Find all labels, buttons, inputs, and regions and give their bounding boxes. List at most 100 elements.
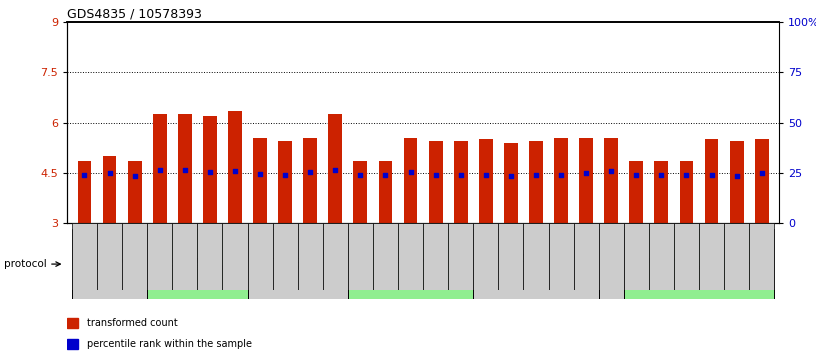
Bar bbox=[473, 223, 499, 290]
Point bbox=[228, 168, 242, 174]
Bar bbox=[278, 141, 292, 223]
Point bbox=[203, 169, 216, 175]
Bar bbox=[97, 223, 122, 290]
Bar bbox=[67, 339, 78, 349]
Point bbox=[755, 170, 768, 176]
Point bbox=[730, 174, 743, 179]
Point bbox=[153, 167, 166, 173]
Bar bbox=[499, 223, 523, 290]
Bar bbox=[504, 143, 518, 223]
Bar bbox=[629, 161, 643, 223]
Text: DMNT (MYOCD,
NKX2.5, MEF2C, TBX5): DMNT (MYOCD, NKX2.5, MEF2C, TBX5) bbox=[160, 257, 235, 271]
Point bbox=[78, 172, 91, 178]
Bar bbox=[328, 114, 342, 223]
Point bbox=[555, 172, 568, 178]
Bar bbox=[404, 138, 418, 223]
Point bbox=[304, 169, 317, 175]
Point bbox=[354, 172, 367, 178]
Text: GMT (GATA4, MEF2C,
TBX5): GMT (GATA4, MEF2C, TBX5) bbox=[375, 257, 446, 271]
Point bbox=[504, 174, 517, 179]
Point bbox=[103, 170, 116, 176]
Point bbox=[254, 171, 267, 176]
Bar bbox=[579, 138, 593, 223]
Bar bbox=[529, 141, 543, 223]
Bar bbox=[304, 138, 317, 223]
Bar bbox=[78, 161, 91, 223]
Point bbox=[429, 172, 442, 178]
Bar bbox=[178, 114, 192, 223]
Text: percentile rank within the sample: percentile rank within the sample bbox=[87, 339, 252, 349]
Bar bbox=[172, 223, 197, 290]
Bar bbox=[680, 161, 694, 223]
Bar bbox=[353, 161, 367, 223]
Text: NGMT (NKX2.5, GATA4, MEF2C,
TBX5): NGMT (NKX2.5, GATA4, MEF2C, TBX5) bbox=[648, 257, 751, 271]
Bar bbox=[147, 223, 172, 290]
Bar bbox=[147, 229, 247, 299]
Bar bbox=[749, 223, 774, 290]
Bar bbox=[197, 223, 223, 290]
Bar bbox=[654, 161, 668, 223]
Bar bbox=[448, 223, 473, 290]
Bar bbox=[298, 223, 323, 290]
Bar bbox=[428, 141, 442, 223]
Point bbox=[655, 172, 668, 178]
Bar bbox=[649, 223, 674, 290]
Text: transformed count: transformed count bbox=[87, 318, 178, 328]
Bar bbox=[247, 229, 348, 299]
Bar bbox=[379, 161, 392, 223]
Bar bbox=[373, 223, 398, 290]
Bar bbox=[605, 138, 618, 223]
Point bbox=[278, 172, 291, 178]
Bar bbox=[223, 223, 247, 290]
Bar bbox=[153, 114, 166, 223]
Point bbox=[455, 172, 468, 178]
Bar bbox=[128, 161, 141, 223]
Bar bbox=[730, 141, 743, 223]
Point bbox=[479, 172, 492, 178]
Bar bbox=[473, 229, 599, 299]
Bar bbox=[699, 223, 724, 290]
Bar bbox=[479, 139, 493, 223]
Bar bbox=[247, 223, 273, 290]
Bar bbox=[523, 223, 548, 290]
Point bbox=[128, 174, 141, 179]
Point bbox=[680, 172, 693, 178]
Bar bbox=[423, 223, 448, 290]
Point bbox=[178, 167, 191, 173]
Bar bbox=[323, 223, 348, 290]
Point bbox=[379, 172, 392, 178]
Bar bbox=[599, 229, 623, 299]
Bar bbox=[623, 223, 649, 290]
Bar bbox=[674, 223, 699, 290]
Bar bbox=[72, 229, 147, 299]
Bar bbox=[72, 223, 97, 290]
Bar bbox=[599, 223, 623, 290]
Bar bbox=[755, 139, 769, 223]
Point bbox=[630, 172, 643, 178]
Text: protocol: protocol bbox=[4, 259, 47, 269]
Bar bbox=[228, 111, 242, 223]
Text: HNGMT (Hand2,
NKX2.5, GATA4,
MEF2C, TBX5): HNGMT (Hand2, NKX2.5, GATA4, MEF2C, TBX5… bbox=[584, 254, 638, 274]
Point bbox=[404, 169, 417, 175]
Point bbox=[605, 168, 618, 174]
Bar bbox=[554, 138, 568, 223]
Bar bbox=[203, 116, 217, 223]
Bar bbox=[574, 223, 599, 290]
Text: DMT (MYOCD, MEF2C,
TBX5): DMT (MYOCD, MEF2C, TBX5) bbox=[262, 257, 334, 271]
Bar bbox=[348, 223, 373, 290]
Bar bbox=[705, 139, 718, 223]
Bar bbox=[724, 223, 749, 290]
Text: GDS4835 / 10578393: GDS4835 / 10578393 bbox=[67, 8, 202, 21]
Bar bbox=[103, 156, 117, 223]
Bar bbox=[67, 318, 78, 327]
Bar bbox=[548, 223, 574, 290]
Text: no transcription
factors: no transcription factors bbox=[83, 258, 136, 270]
Point bbox=[705, 172, 718, 178]
Bar bbox=[398, 223, 423, 290]
Point bbox=[579, 170, 592, 176]
Bar bbox=[454, 141, 468, 223]
Bar bbox=[348, 229, 473, 299]
Bar bbox=[253, 138, 267, 223]
Point bbox=[329, 167, 342, 173]
Text: HGMT (Hand2,
GATA4, MEF2C,
TBX5): HGMT (Hand2, GATA4, MEF2C, TBX5) bbox=[511, 254, 561, 274]
